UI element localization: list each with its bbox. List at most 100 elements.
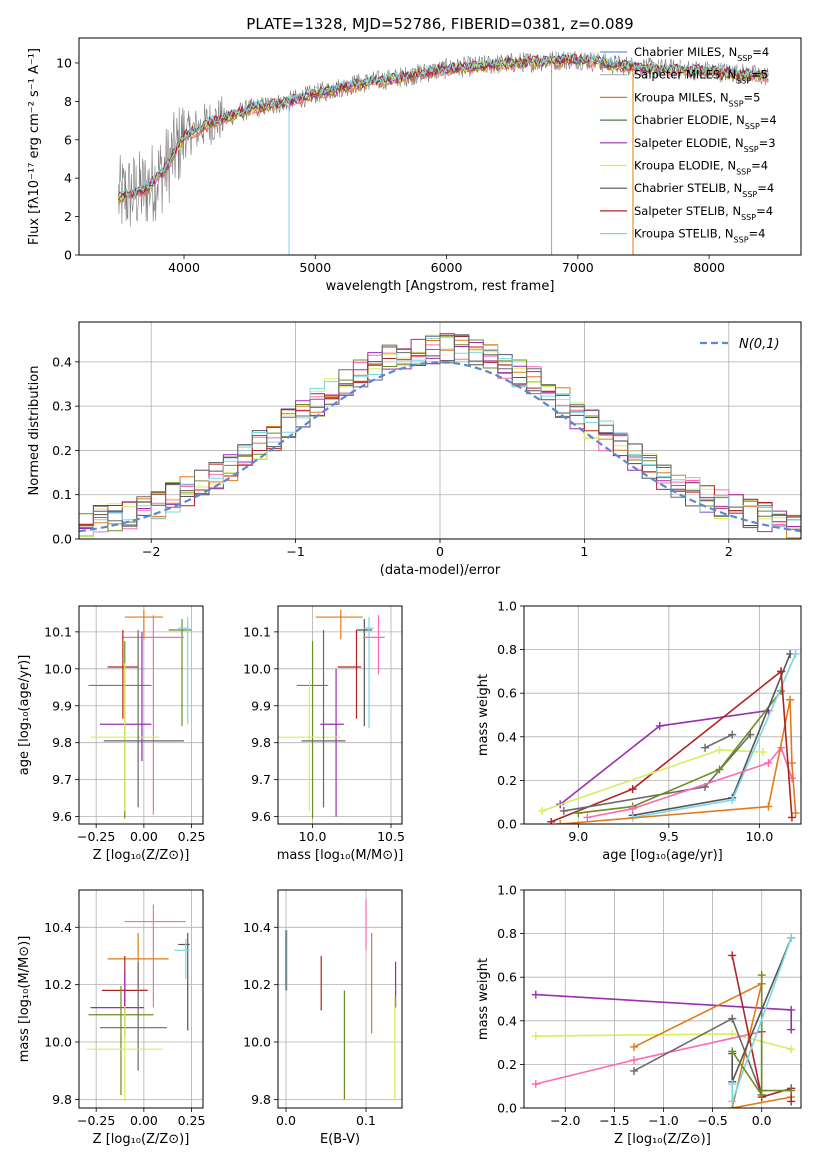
panel-mass_vs_ebv: 0.0 0.1 9.8 10.0 10.2 10.4 E(B-V) [243, 889, 403, 1147]
mass-weight-marker [757, 1090, 766, 1099]
y-tick-label: 0.6 [497, 970, 517, 985]
y-tick-label: 10 [56, 55, 72, 70]
y-axis-label: Normed distribution [27, 366, 42, 496]
mass-weight-marker [531, 990, 540, 999]
y-axis-label: mass [log₁₀(M/M⊙)] [17, 936, 32, 1063]
x-axis-label: (data-model)/error [380, 563, 501, 578]
x-axis-label: Z [log₁₀(Z/Z⊙)] [614, 1132, 711, 1147]
axes-frame [523, 605, 802, 825]
mass-weight-line [760, 975, 792, 1092]
x-tick-label: −0.25 [77, 1113, 115, 1128]
y-tick-label: 10.1 [243, 624, 271, 639]
y-tick-label: 2 [64, 209, 72, 224]
legend-sub: SSP [729, 99, 744, 108]
errorbar-point [178, 617, 190, 725]
mass-weight-marker [728, 730, 737, 739]
legend-sub: SSP [734, 235, 749, 244]
errorbar-point [124, 904, 186, 1008]
x-tick-label: 2 [725, 544, 733, 559]
legend-text: Kroupa STELIB, N [634, 227, 734, 241]
mass-weight-line [632, 653, 791, 817]
errorbar-point [337, 630, 362, 719]
mass-weight-marker [531, 1080, 540, 1089]
legend-sub: SSP [742, 190, 757, 199]
legend-text: =4 [757, 181, 774, 195]
mass-weight-marker [764, 802, 773, 811]
errorbar-point [90, 973, 144, 1037]
y-axis-label: Flux [fλ10⁻¹⁷ erg cm⁻² s⁻¹ A⁻¹] [27, 48, 42, 245]
legend-entry: Salpeter STELIB, NSSP=4 [634, 204, 773, 222]
y-tick-label: 10.2 [44, 977, 72, 992]
x-tick-label: 5000 [299, 260, 331, 275]
x-tick-label: 6000 [431, 260, 463, 275]
y-tick-label: 10.0 [44, 661, 72, 676]
mass-weight-line [578, 690, 782, 814]
legend-text: Kroupa MILES, N [634, 90, 729, 104]
mass-weight-marker [701, 743, 710, 752]
y-tick-label: 0.3 [52, 399, 72, 414]
errorbar-point [362, 615, 385, 675]
legend-text: Chabrier MILES, N [634, 45, 737, 59]
errorbar-point [88, 986, 154, 1096]
mass-weight-marker [559, 806, 568, 815]
x-tick-label: −0.5 [697, 1113, 727, 1128]
axes-frame [78, 37, 802, 256]
plot-area [538, 649, 800, 824]
y-tick-label: 0.2 [497, 1057, 517, 1072]
y-tick-label: 6 [64, 132, 72, 147]
x-tick-label: 7000 [562, 260, 594, 275]
x-tick-label: 9.5 [659, 829, 679, 844]
y-tick-label: 1.0 [497, 883, 517, 898]
x-tick-label: −2.0 [550, 1113, 580, 1128]
legend: N(0,1) [700, 337, 780, 352]
errorbar-point [320, 668, 344, 817]
y-tick-label: 0.4 [52, 354, 72, 369]
y-tick-label: 9.6 [52, 809, 72, 824]
histogram-step-line [79, 334, 801, 530]
mass-weight-marker [531, 1032, 540, 1041]
y-tick-label: 0.8 [497, 642, 517, 657]
mass-weight-marker [787, 813, 796, 822]
y-tick-label: 4 [64, 171, 72, 186]
panel-mass_vs_Z: −0.25 0.00 0.25 9.8 10.0 10.2 10.4 Z [log₁₀(Z/Z… [17, 889, 206, 1147]
x-tick-label: 10.5 [377, 829, 405, 844]
mass-weight-marker [777, 667, 786, 676]
errorbar-point [301, 630, 346, 808]
y-tick-label: 9.8 [52, 1092, 72, 1107]
y-tick-label: 0.2 [497, 773, 517, 788]
legend-entry: N(0,1) [739, 337, 780, 352]
legend-entry: Salpeter MILES, NSSP=5 [634, 68, 768, 86]
x-tick-label: 0.25 [178, 1113, 206, 1128]
axes-frame [523, 889, 802, 1109]
y-tick-label: 10.0 [44, 1035, 72, 1050]
errorbar-point [103, 630, 184, 808]
mass-weight-marker [787, 1086, 796, 1095]
legend-entry: Salpeter ELODIE, NSSP=3 [634, 136, 776, 154]
y-tick-label: 10.4 [44, 920, 72, 935]
x-tick-label: 0.0 [276, 1113, 296, 1128]
y-tick-label: 1.0 [497, 599, 517, 614]
legend-text: Salpeter MILES, N [634, 68, 736, 82]
errorbar-point [174, 938, 190, 979]
y-tick-label: 9.7 [52, 772, 72, 787]
mass-weight-marker [728, 1029, 737, 1038]
figure-title: PLATE=1328, MJD=52786, FIBERID=0381, z=0… [246, 15, 633, 33]
mass-weight-line [731, 955, 793, 1102]
errorbar-point [178, 933, 190, 1031]
mass-weight-marker [787, 1097, 796, 1106]
legend-text: Salpeter ELODIE, N [634, 136, 744, 150]
legend-text: =5 [751, 68, 768, 82]
legend-entry: Chabrier STELIB, NSSP=4 [634, 181, 774, 199]
mass-weight-marker [538, 806, 547, 815]
plot-area [278, 609, 385, 819]
plot-area [117, 51, 769, 255]
mass-weight-marker [787, 1025, 796, 1034]
x-tick-label: 10.0 [745, 829, 773, 844]
y-tick-label: 0.0 [52, 532, 72, 547]
axes-frame [78, 321, 802, 540]
y-tick-label: 9.8 [251, 735, 271, 750]
y-tick-label: 0.1 [52, 487, 72, 502]
mass-weight-marker [556, 820, 565, 824]
x-tick-label: −2 [142, 544, 160, 559]
legend-entry: Kroupa STELIB, NSSP=4 [634, 227, 765, 245]
